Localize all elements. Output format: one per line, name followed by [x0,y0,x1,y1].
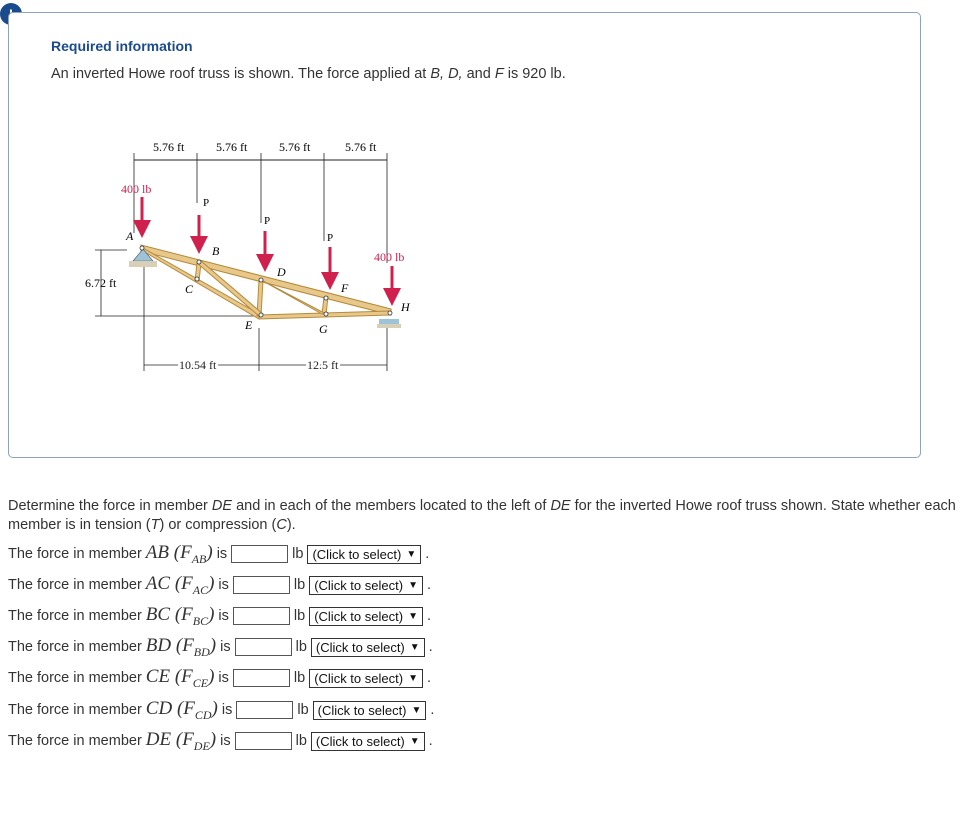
top-dim-2: 5.76 ft [216,140,248,154]
tension-select-ac[interactable]: (Click to select) ▼ [309,575,423,595]
top-dim-1: 5.76 ft [153,140,185,154]
roller-support [377,319,401,328]
force-input-ac[interactable] [232,576,290,594]
chevron-down-icon: ▼ [408,579,418,591]
height-dim: 6.72 ft [85,276,117,290]
force-input-de[interactable] [234,732,292,750]
truss-figure: 5.76 ft 5.76 ft 5.76 ft 5.76 ft 6.72 ft … [85,140,411,374]
answer-row-bd: The force in member BD (FBD) is lb (Clic… [8,634,433,659]
tension-select-ce[interactable]: (Click to select) ▼ [309,668,423,688]
chevron-down-icon: ▼ [411,704,422,716]
chevron-down-icon: ▼ [408,610,418,622]
tension-select-ab[interactable]: (Click to select) ▼ [307,544,422,564]
member-symbol: AC (FAC) [145,572,215,597]
answer-row-de: The force in member DE (FDE) is lb (Clic… [8,728,433,753]
joint-label-C: C [185,282,194,296]
chevron-down-icon: ▼ [409,641,420,653]
force-input-cd[interactable] [236,701,294,719]
load-P-F: P [327,232,333,244]
answer-row-ac: The force in member AC (FAC) is lb (Clic… [8,572,431,597]
force-input-ce[interactable] [232,669,290,687]
joint-label-E: E [244,318,253,332]
tension-select-cd[interactable]: (Click to select) ▼ [312,700,427,720]
question-text: Determine the force in member DE and in … [8,498,956,533]
force-input-bc[interactable] [232,607,290,625]
info-card: Required information An inverted Howe ro… [8,12,921,458]
chevron-down-icon: ▼ [409,735,420,747]
tension-select-de[interactable]: (Click to select) ▼ [310,731,425,751]
bottom-dim-1: 10.54 ft [179,358,217,372]
pin-support [129,248,157,267]
answer-row-ab: The force in member AB (FAB) is lb (Clic… [8,541,430,566]
load-arrows [133,197,401,306]
bottom-dim-2: 12.5 ft [307,358,339,372]
member-symbol: BD (FBD) [145,634,217,659]
height-dimension-line [95,249,254,317]
top-dim-4: 5.76 ft [345,140,377,154]
member-symbol: BC (FBC) [145,603,215,628]
member-symbol: CD (FCD) [145,697,218,722]
load-left-label: 400 lb [121,182,151,196]
member-symbol: AB (FAB) [145,541,213,566]
info-text: An inverted Howe roof truss is shown. Th… [51,66,566,82]
tension-select-bd[interactable]: (Click to select) ▼ [310,637,425,657]
load-P-B: P [203,197,209,209]
answer-row-cd: The force in member CD (FCD) is lb (Clic… [8,697,435,722]
force-input-bd[interactable] [234,638,292,656]
joint-label-H: H [400,300,411,314]
chevron-down-icon: ▼ [408,672,418,684]
top-dimension-line [133,153,388,263]
info-title: Required information [51,38,193,54]
bottom-dimension-line [143,263,388,371]
answer-row-ce: The force in member CE (FCE) is lb (Clic… [8,665,431,690]
member-symbol: DE (FDE) [145,728,217,753]
truss-joints [139,245,393,318]
chevron-down-icon: ▼ [406,548,417,560]
member-symbol: CE (FCE) [145,665,215,690]
tension-select-bc[interactable]: (Click to select) ▼ [309,606,423,626]
joint-label-B: B [212,244,220,258]
load-P-D: P [264,215,270,227]
load-right-label: 400 lb [374,250,404,264]
answer-row-bc: The force in member BC (FBC) is lb (Clic… [8,603,431,628]
joint-label-F: F [340,281,349,295]
top-dim-3: 5.76 ft [279,140,311,154]
joint-label-G: G [319,322,328,336]
joint-label-D: D [276,265,286,279]
joint-label-A: A [125,229,134,243]
force-input-ab[interactable] [231,545,289,563]
